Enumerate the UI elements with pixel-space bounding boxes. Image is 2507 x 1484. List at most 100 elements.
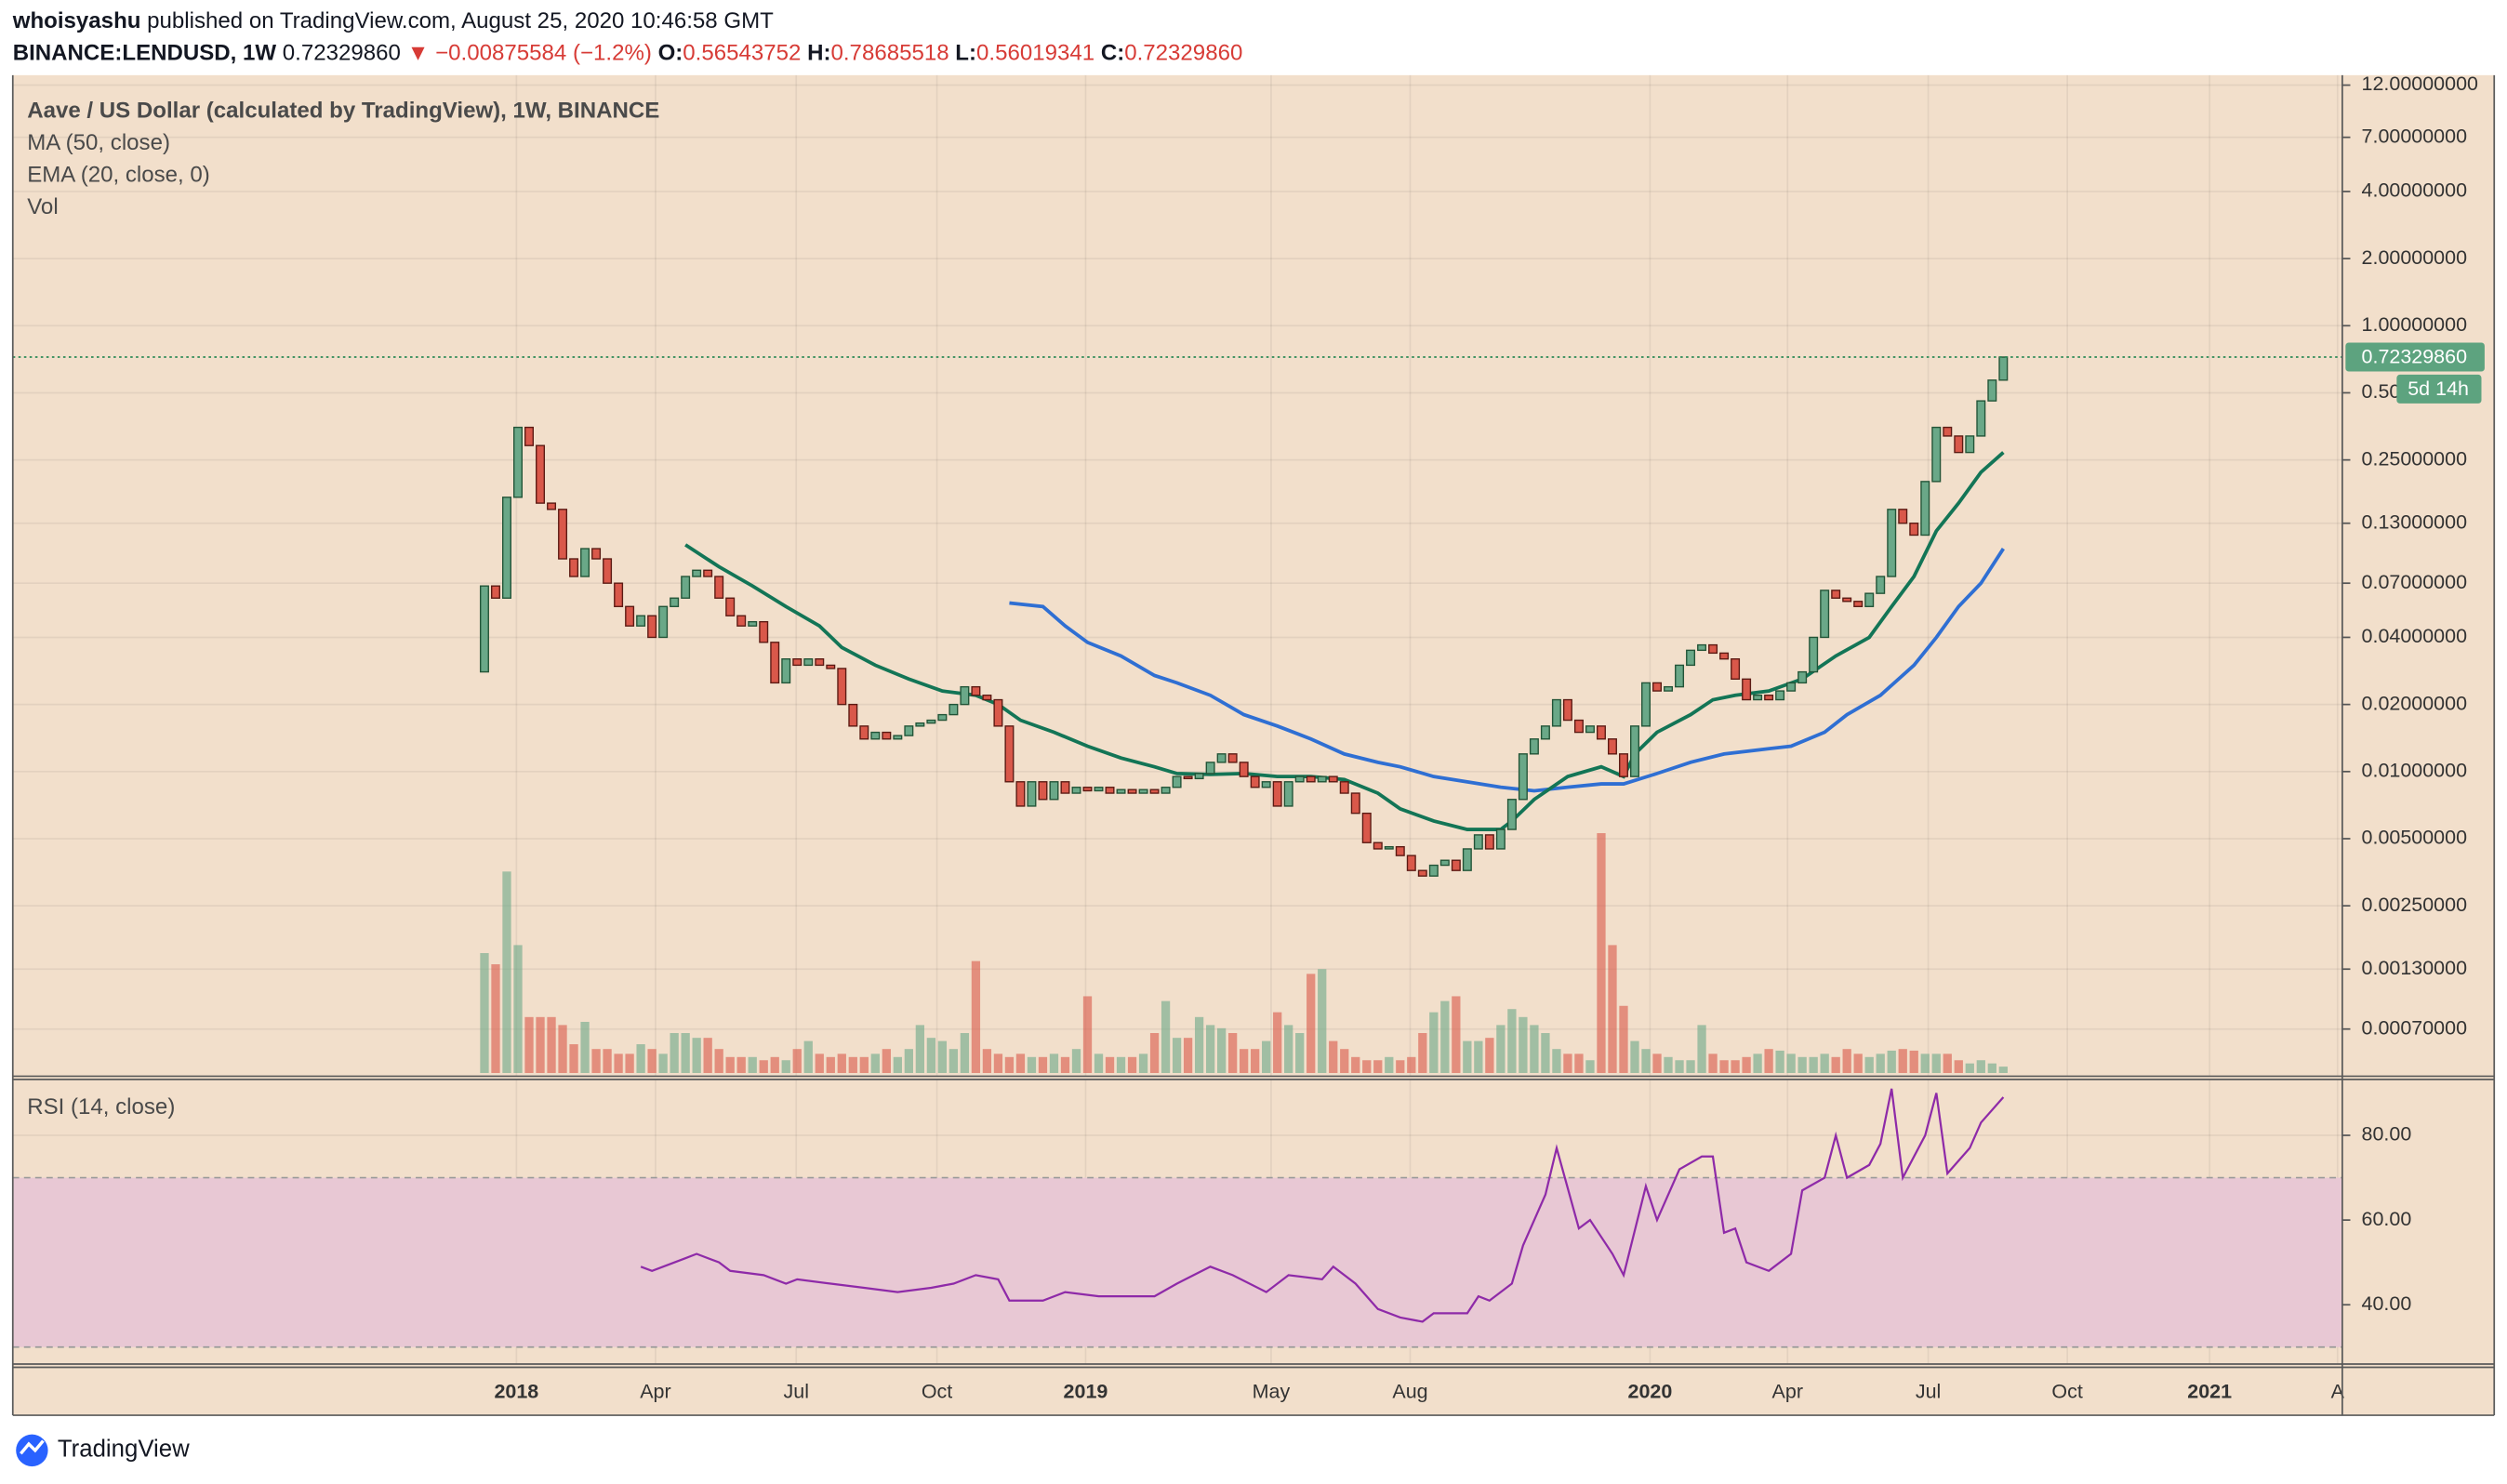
y-tick-label: 0.13000000 [2362,510,2468,533]
candle-body [1573,719,1584,734]
candle-body [670,597,680,607]
candle-body [781,658,791,684]
candle-body [748,620,758,627]
candle-body [1641,682,1651,727]
author: whoisyashu [12,8,141,33]
candle-body [1373,841,1383,850]
candle-body [1506,799,1517,830]
candle-body [1686,649,1696,667]
x-tick-label: Apr [640,1381,670,1403]
ohlc-value: 0.56019341 [976,41,1094,66]
last-price-label: 0.72329860 [2362,346,2468,368]
volume-bar [547,1016,556,1074]
candle-body [1451,859,1461,871]
volume-bar [1049,1053,1059,1074]
volume-bar [1519,1016,1528,1074]
volume-bar [1407,1056,1416,1074]
y-tick-label: 4.00000000 [2362,179,2468,202]
volume-bar [681,1033,690,1074]
volume-bar [558,1025,567,1074]
volume-bar [591,1049,601,1074]
volume-bar [580,1021,590,1074]
volume-bar [1452,996,1461,1074]
logo-icon [16,1434,48,1467]
candle-body [937,713,948,722]
candle-body [837,668,847,706]
candle-body [1529,738,1539,755]
candle-body [1708,643,1718,655]
volume-bar [1071,1049,1081,1074]
candle-body [1764,695,1774,701]
volume-bar [1440,1000,1450,1074]
candle-body [1909,523,1919,537]
volume-bar [1864,1056,1874,1074]
x-tick-label: Aug [1392,1381,1427,1403]
logo-glyph [20,1439,45,1455]
volume-bar [926,1038,936,1074]
candle-body [692,569,702,577]
x-tick-label: Apr [1772,1381,1803,1403]
candle-body [1395,845,1405,856]
volume-bar [1463,1040,1472,1074]
ohlc-label: O: [658,41,683,66]
candle-body [1965,435,1975,454]
brand-logo: TradingView [16,1434,190,1467]
candle-body [971,685,981,696]
brand-name: TradingView [58,1437,190,1463]
candle-body [1227,753,1238,763]
candle-body [1105,787,1115,794]
candle-body [513,426,523,498]
ohlc-label: C: [1101,41,1124,66]
candle-body [1664,685,1674,692]
volume-layer [480,833,2008,1074]
volume-bar [803,1040,813,1074]
volume-bar [1116,1056,1126,1074]
volume-bar [536,1016,545,1074]
candle-body [982,695,992,701]
candle-body [893,735,903,740]
candle-body [1742,678,1752,701]
volume-bar [1351,1056,1360,1074]
candle-body [870,731,881,740]
candle-body [1417,869,1427,877]
volume-bar [1853,1053,1863,1074]
axis-layer: 2018 Apr Jul Oct 2019 May Aug 2020 Apr Jul Oct 2021… [11,73,2496,1416]
volume-bar [480,953,489,1074]
candle-body [1842,597,1852,603]
y-tick-label: 2.00000000 [2362,246,2468,269]
candle-body [479,585,489,673]
volume-bar [1619,1005,1628,1074]
candle-body [1484,834,1494,850]
volume-bar [1094,1053,1104,1074]
volume-bar [1664,1056,1673,1074]
volume-bar [1307,974,1316,1074]
y-tick-label: 80.00 [2362,1123,2412,1146]
candle-body [1004,725,1015,783]
volume-bar [792,1049,802,1074]
candle-body [1943,426,1953,437]
candle-body [1607,738,1617,755]
candle-body [1518,753,1528,801]
candle-body [1361,812,1372,843]
ohlc-value: 0.72329860 [1124,41,1242,66]
volume-bar [1775,1050,1784,1074]
volume-bar [1976,1060,1985,1074]
candle-body [1205,762,1215,775]
candle-body [490,585,500,599]
change: ▼ −0.00875584 (−1.2%) [407,41,652,66]
volume-bar [1216,1027,1227,1074]
volume-bar [1172,1038,1182,1074]
candle-body [636,615,646,627]
candle-body [1272,781,1282,807]
y-tick-label: 0.00250000 [2362,894,2468,916]
candle-body [1652,682,1663,692]
volume-bar [1675,1060,1684,1074]
y-tick-label: 0.00500000 [2362,827,2468,849]
volume-bar [569,1044,578,1074]
y-tick-label: 7.00000000 [2362,125,2468,147]
ohlc-value: 0.56543752 [683,41,801,66]
ohlc-label: H: [807,41,830,66]
candle-body [1015,781,1026,807]
candle-body [915,722,925,727]
